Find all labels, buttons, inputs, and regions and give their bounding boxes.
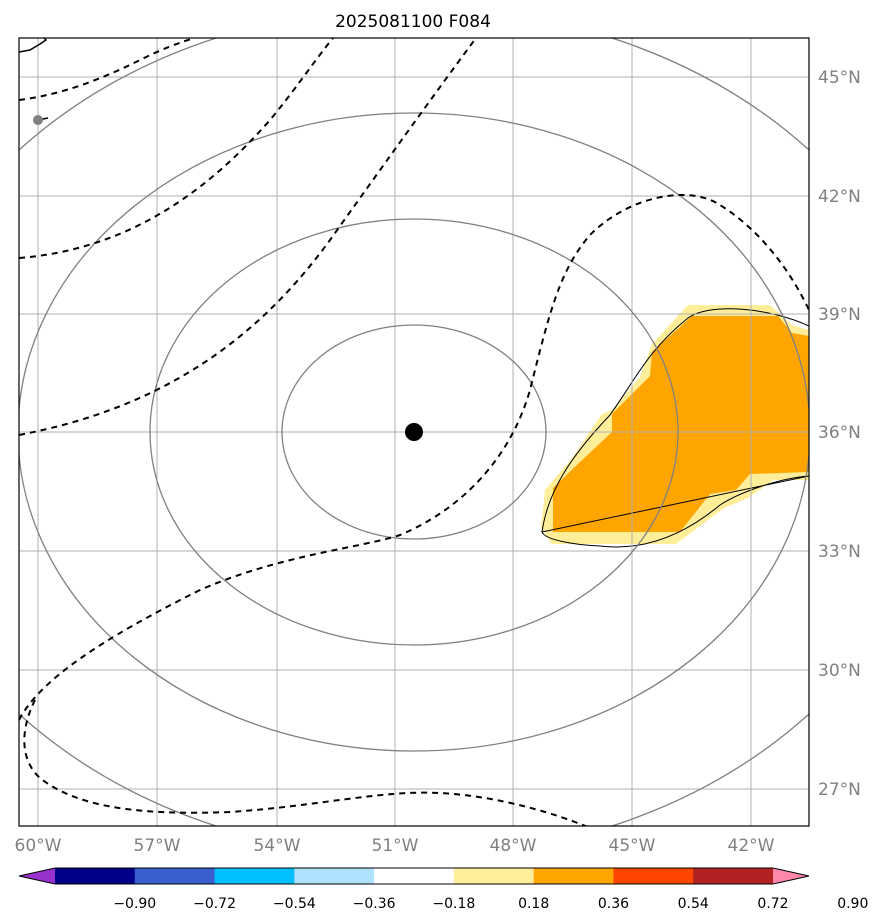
colorbar: −0.90 −0.72 −0.54 −0.36 −0.18 0.18 0.36 0.54 0.7… [18, 867, 868, 912]
range-rings [19, 38, 809, 826]
latitude-tick-label: 30°N [818, 661, 861, 681]
latitude-tick-label: 39°N [818, 305, 861, 325]
colorbar-tick-label: 0.18 [518, 896, 549, 912]
island-marker [33, 115, 43, 125]
longitude-tick-label: 57°W [134, 836, 181, 856]
colorbar-segment [294, 868, 375, 884]
longitude-tick-label: 45°W [609, 836, 656, 856]
colorbar-extend-low [19, 868, 55, 884]
range-ring [149, 218, 679, 646]
contour-line-1 [19, 38, 196, 101]
longitude-tick-label: 60°W [15, 836, 62, 856]
longitude-tick-label: 54°W [254, 836, 301, 856]
colorbar-tick-label: 0.90 [837, 896, 868, 912]
colorbar-segment [453, 868, 535, 884]
colorbar-segment [55, 868, 136, 884]
longitude-tick-label: 48°W [490, 836, 537, 856]
range-ring [281, 324, 547, 540]
latitude-tick-labels: 45°N 42°N 39°N 36°N 33°N 30°N 27°N [818, 68, 861, 800]
colorbar-tick-label: 0.36 [598, 896, 629, 912]
range-ring [19, 112, 809, 752]
colorbar-extend-high [773, 868, 809, 884]
latitude-tick-label: 45°N [818, 68, 861, 88]
colorbar-segment [693, 868, 774, 884]
latitude-tick-label: 33°N [818, 542, 861, 562]
latitude-tick-label: 27°N [818, 780, 861, 800]
longitude-tick-label: 51°W [372, 836, 419, 856]
contour-line-5 [23, 699, 588, 826]
contour-line-4 [19, 194, 809, 721]
colorbar-tick-label: −0.54 [273, 896, 316, 912]
latitude-tick-label: 36°N [818, 423, 861, 443]
fill-core [553, 316, 809, 532]
colorbar-segment [134, 868, 216, 884]
filled-anomaly-region [541, 305, 809, 548]
longitude-tick-label: 42°W [728, 836, 775, 856]
colorbar-tick-label: −0.18 [432, 896, 475, 912]
chart-title: 2025081100 F084 [335, 12, 491, 32]
colorbar-outline [18, 867, 810, 885]
colorbar-tick-label: −0.36 [353, 896, 396, 912]
latitude-tick-label: 42°N [818, 187, 861, 207]
colorbar-tick-label: −0.90 [113, 896, 156, 912]
colorbar-tick-label: 0.72 [757, 896, 788, 912]
colorbar-segment [374, 868, 455, 884]
colorbar-tick-label: −0.72 [193, 896, 236, 912]
colorbar-segment [533, 868, 614, 884]
contour-line-3 [19, 38, 477, 436]
colorbar-tick-label: 0.54 [678, 896, 709, 912]
coastline [19, 38, 48, 53]
colorbar-segment [214, 868, 295, 884]
longitude-tick-labels: 60°W 57°W 54°W 51°W 48°W 45°W 42°W [15, 836, 775, 856]
storm-center-marker [405, 423, 423, 441]
fill-outline-contour [541, 308, 809, 548]
map-frame [18, 37, 810, 827]
colorbar-segment [613, 868, 694, 884]
map-area [19, 38, 809, 826]
dashed-contours [19, 38, 809, 826]
